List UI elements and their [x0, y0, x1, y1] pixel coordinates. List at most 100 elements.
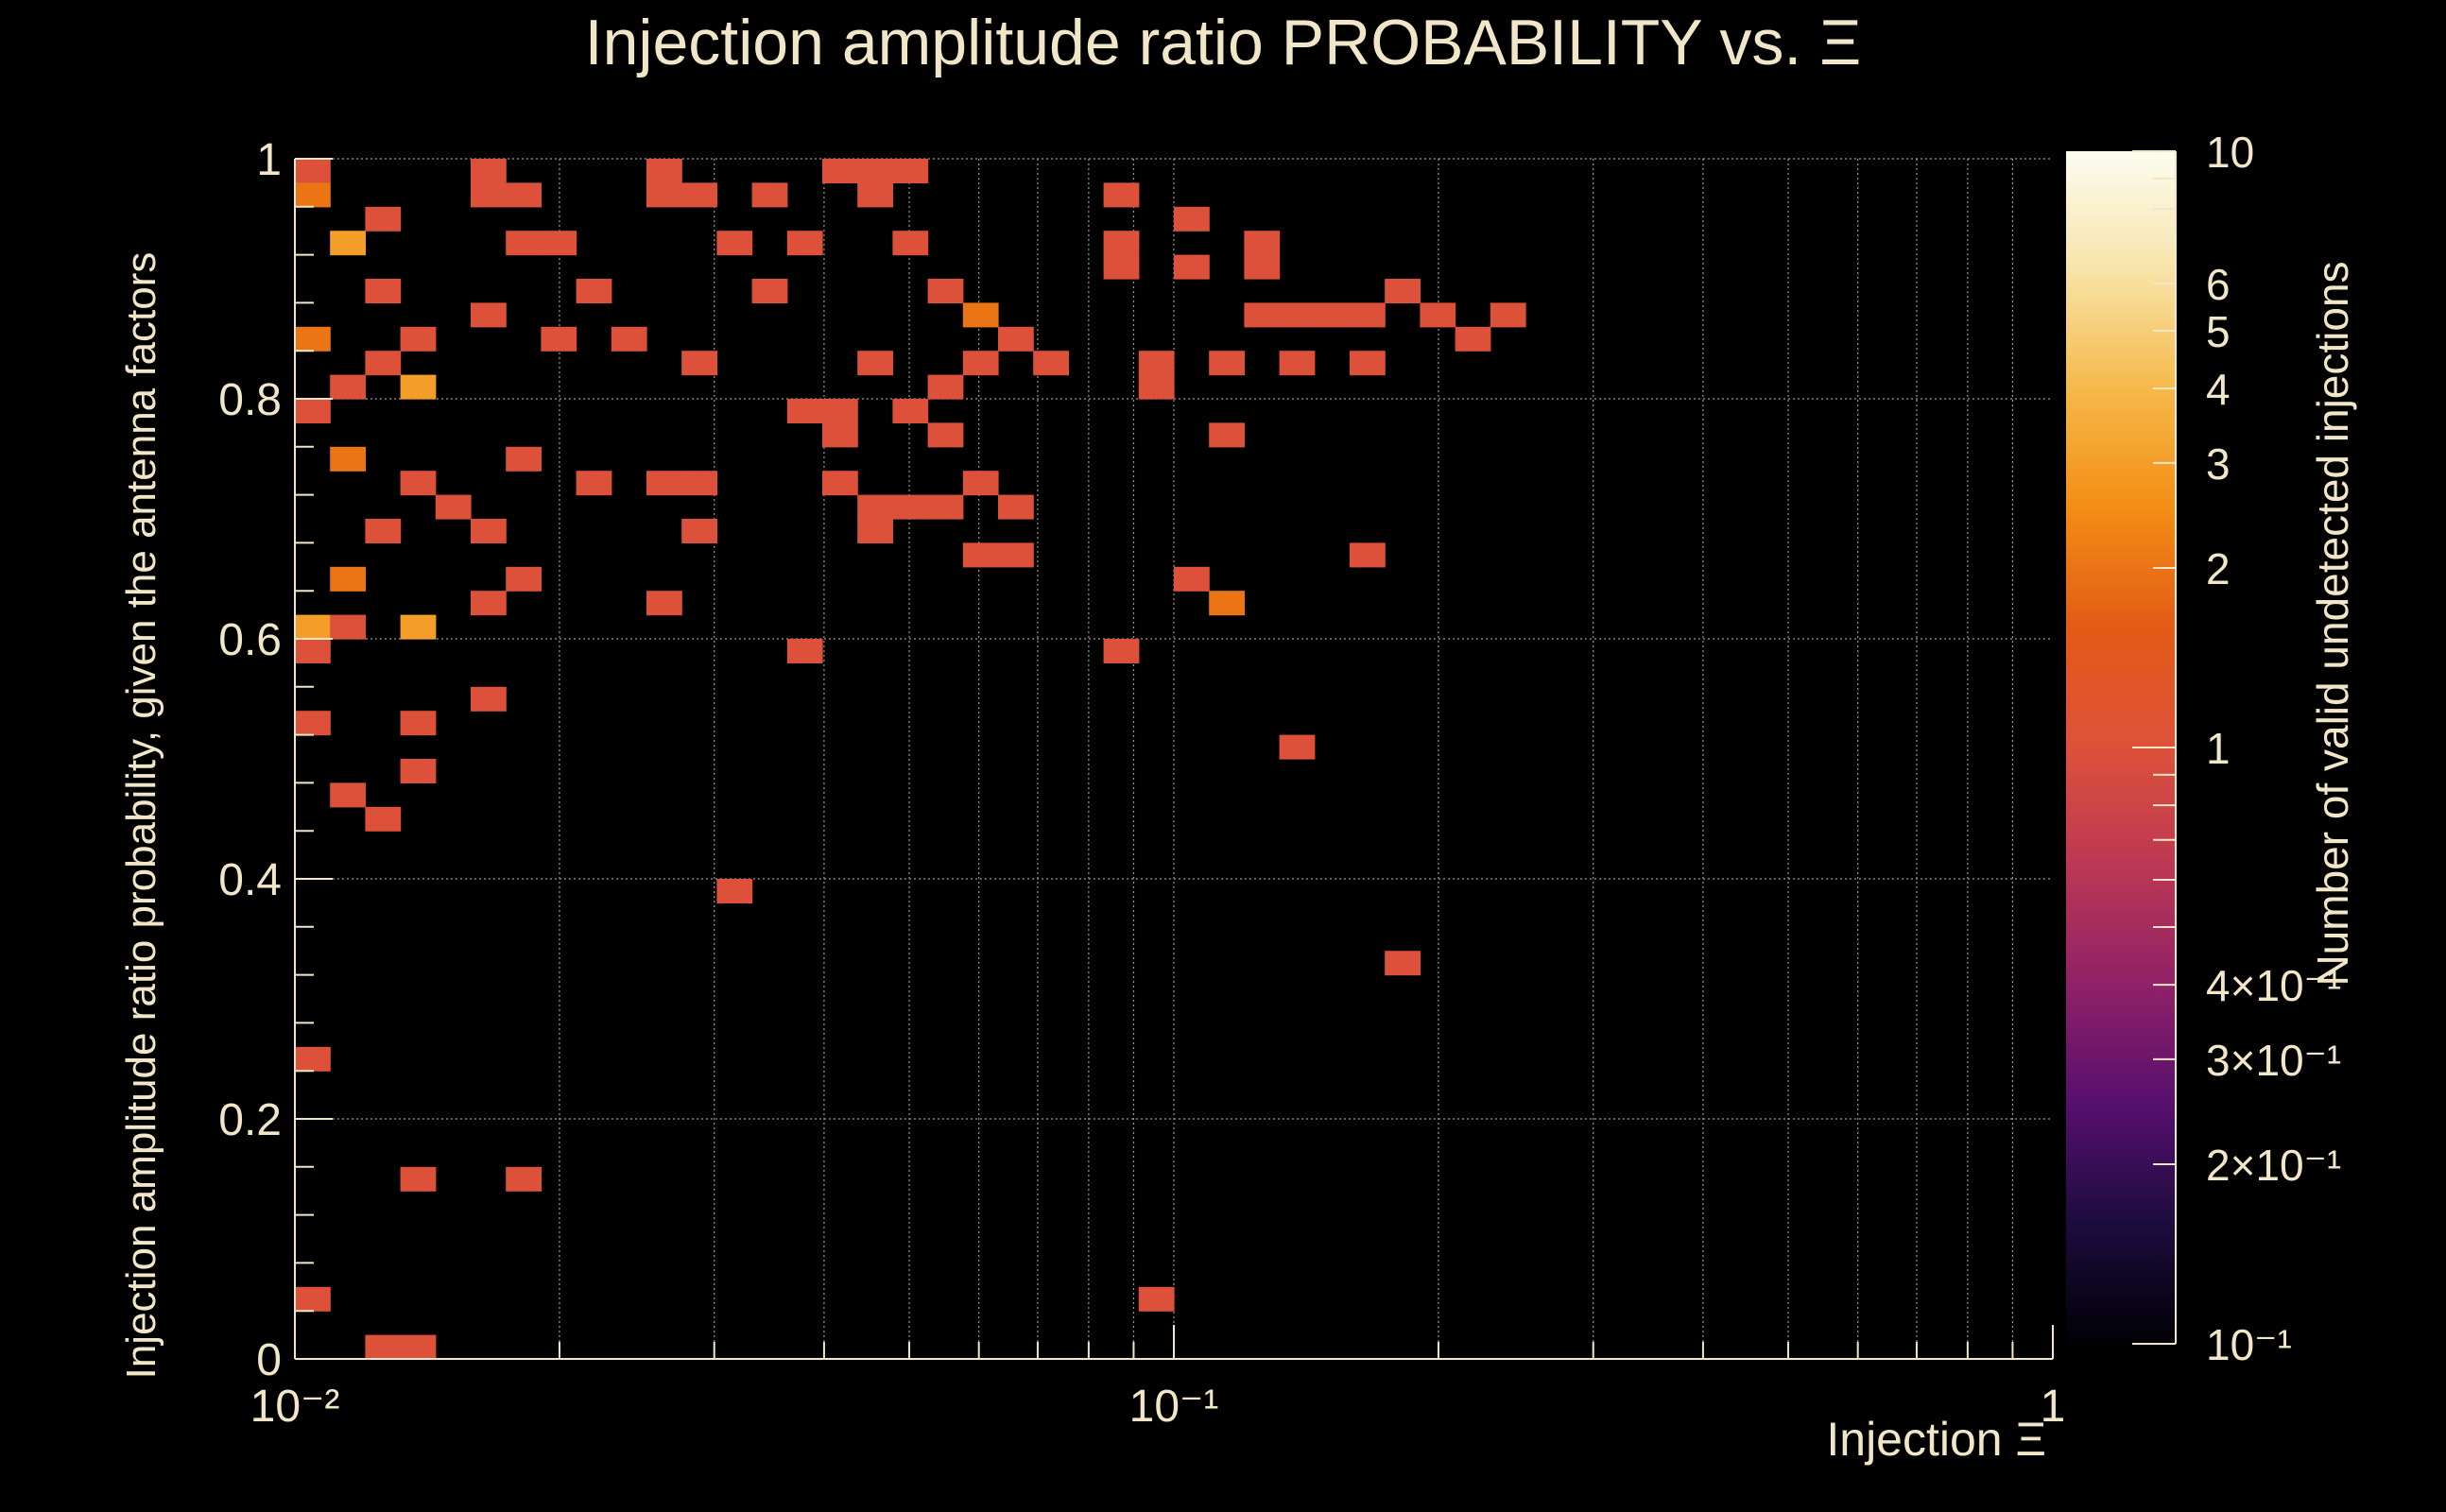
- heatmap-cell: [400, 614, 437, 640]
- heatmap-cell: [1350, 542, 1386, 568]
- heatmap-cell: [330, 782, 366, 808]
- heatmap-cell: [1350, 351, 1386, 376]
- colorbar-tick-label: 10: [2206, 128, 2254, 177]
- y-tick-label: 0.6: [218, 615, 282, 665]
- heatmap-cell: [1385, 951, 1421, 976]
- heatmap-cell: [400, 471, 437, 496]
- heatmap-cell: [962, 351, 999, 376]
- x-tick-label: 1: [2041, 1382, 2066, 1432]
- heatmap-cell: [295, 182, 331, 208]
- heatmap-cell: [892, 159, 929, 183]
- heatmap-cell: [1279, 351, 1316, 376]
- heatmap-cell: [751, 279, 788, 303]
- colorbar-tick-label: 4: [2206, 365, 2231, 414]
- axes: 10⁻² 10⁻¹ 1 0 0.2 0.4 0.6 0.8 1: [218, 135, 2065, 1432]
- colorbar-tick-label: 3×10⁻¹: [2206, 1036, 2341, 1085]
- colorbar-tick-label: 3: [2206, 439, 2231, 489]
- heatmap-cell: [786, 399, 823, 423]
- heatmap-cell: [1244, 302, 1281, 328]
- x-tick-label: 10⁻²: [250, 1382, 340, 1432]
- heatmap-cell: [330, 446, 366, 472]
- heatmap-cell: [1385, 279, 1421, 303]
- heatmap-cell: [295, 1286, 331, 1312]
- heatmap-cell: [1103, 182, 1140, 208]
- heatmap-cell: [786, 231, 823, 256]
- colorbar-tick-label: 10⁻¹: [2206, 1320, 2292, 1369]
- colorbar-tick-label: 6: [2206, 260, 2231, 309]
- heatmap-cell: [1209, 591, 1245, 616]
- heatmap-cell: [611, 326, 647, 352]
- heatmap-cell: [998, 326, 1034, 352]
- heatmap-cell: [927, 279, 964, 303]
- heatmap-cell: [295, 614, 331, 640]
- heatmap-cell: [1420, 302, 1456, 328]
- heatmap-cell: [892, 494, 929, 520]
- heatmap-cell: [681, 519, 717, 543]
- heatmap-cell: [927, 494, 964, 520]
- heatmap-cell: [400, 1166, 437, 1192]
- heatmap-cell: [295, 399, 331, 423]
- colorbar-tick-label: 4×10⁻¹: [2206, 961, 2341, 1010]
- heatmap-cell: [295, 1046, 331, 1072]
- colorbar-tick-label: 5: [2206, 307, 2231, 356]
- heatmap-cell: [471, 302, 507, 328]
- heatmap-cell: [857, 351, 893, 376]
- heatmap-cell: [541, 231, 577, 256]
- heatmap-cell: [1033, 351, 1069, 376]
- heatmap-cell: [506, 446, 542, 472]
- heatmap-cell: [1279, 302, 1316, 328]
- heatmap-cell: [1314, 302, 1351, 328]
- y-tick-label: 0.8: [218, 375, 282, 425]
- heatmap-cell: [471, 686, 507, 712]
- heatmap-cell: [330, 566, 366, 592]
- heatmap-cell: [471, 519, 507, 543]
- heatmap-cell: [646, 182, 682, 208]
- heatmap-cell: [365, 206, 402, 232]
- heatmap-cell: [1279, 734, 1316, 760]
- heatmap-cell: [506, 182, 542, 208]
- y-tick-label: 1: [256, 135, 282, 185]
- heatmap-cell: [822, 471, 858, 496]
- heatmap-cell: [365, 279, 402, 303]
- colorbar-tick-label: 2×10⁻¹: [2206, 1141, 2341, 1190]
- heatmap-cell: [400, 1334, 437, 1360]
- heatmap-cell: [998, 494, 1034, 520]
- grid-lines: [295, 158, 2053, 1359]
- heatmap-cell: [365, 806, 402, 832]
- heatmap-cell: [857, 182, 893, 208]
- heatmap-cell: [330, 374, 366, 400]
- colorbar-tick-label: 1: [2206, 724, 2231, 773]
- colorbar-axis: 10 65 4 3 2 1 4×10⁻¹ 3×10⁻¹ 2×10⁻¹ 10⁻¹: [2132, 128, 2341, 1369]
- heatmap-cell: [1244, 231, 1281, 256]
- heatmap-cell: [295, 639, 331, 663]
- heatmap-cell: [1103, 254, 1140, 280]
- heatmap-cell: [962, 471, 999, 496]
- y-tick-label: 0.4: [218, 855, 282, 905]
- colorbar-tick-label: 2: [2206, 544, 2231, 593]
- heatmap-cell: [365, 519, 402, 543]
- heatmap-cell: [330, 614, 366, 640]
- heatmap-cell: [400, 711, 437, 736]
- heatmap-cell: [681, 351, 717, 376]
- heatmap-cell: [1138, 374, 1175, 400]
- heatmap-cell: [400, 759, 437, 783]
- x-axis-label: Injection Ξ: [1826, 1413, 2046, 1466]
- heatmap-cell: [576, 471, 612, 496]
- heatmap-cell: [786, 639, 823, 663]
- heatmap-cell: [1209, 351, 1245, 376]
- heatmap-cell: [400, 374, 437, 400]
- heatmap-cell: [892, 231, 929, 256]
- heatmap-cell: [1138, 1286, 1175, 1312]
- heatmap-cell: [857, 519, 893, 543]
- heatmap-cell: [435, 494, 472, 520]
- heatmap-cell: [857, 494, 893, 520]
- heatmap-cell: [962, 542, 999, 568]
- heatmap-cell: [751, 182, 788, 208]
- heatmap-cell: [927, 422, 964, 448]
- heatmap-cell: [1174, 254, 1210, 280]
- heatmap-cell: [857, 159, 893, 183]
- heatmap-cell: [330, 231, 366, 256]
- heatmap-cell: [1350, 302, 1386, 328]
- chart-title: Injection amplitude ratio PROBABILITY vs…: [585, 7, 1862, 78]
